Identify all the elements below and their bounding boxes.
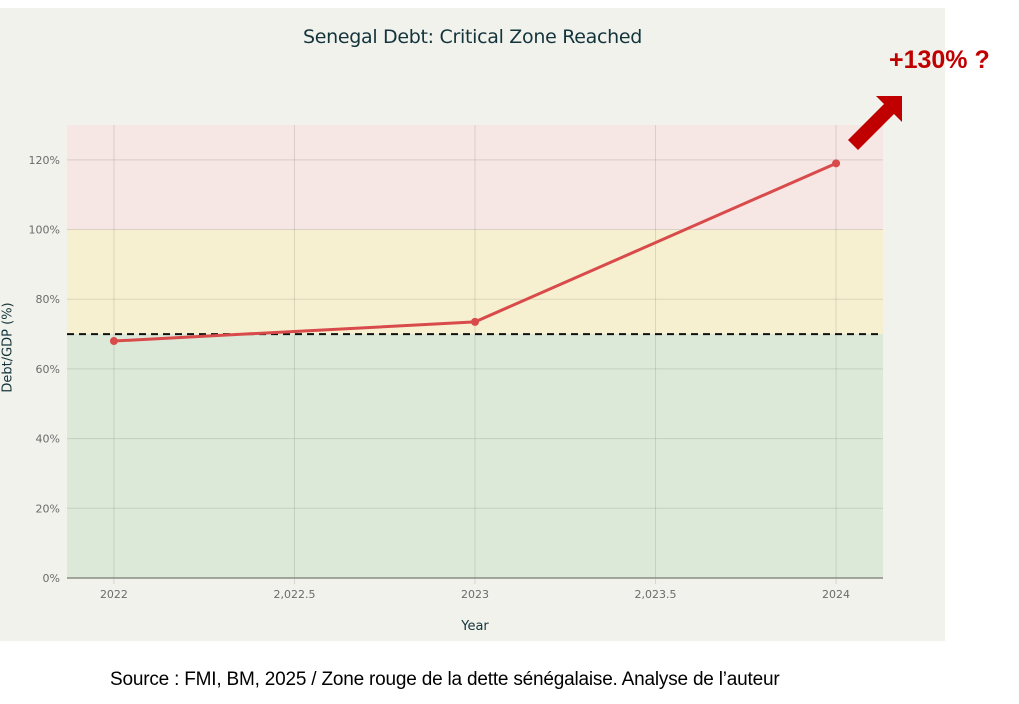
zone-bands [67,125,883,578]
arrow-up-right-icon [848,96,902,150]
y-tick-label: 0% [43,572,60,585]
y-tick-label: 100% [29,224,60,237]
y-tick-label: 80% [36,293,60,306]
data-points [109,159,841,346]
data-point [832,159,841,168]
y-tick-label: 120% [29,154,60,167]
data-point [471,317,479,326]
x-tick-label: 2023 [461,588,489,601]
y-tick-label: 20% [36,502,60,515]
x-tick-label: 2,022.5 [273,588,315,601]
zone-warning [67,229,883,335]
y-axis-label: Debt/GDP (%) [0,302,16,393]
x-tick-label: 2024 [822,588,850,601]
y-tick-labels: 0% 20% 40% 60% 80% 100% 120% [29,154,60,585]
data-point [109,337,118,346]
source-caption: Source : FMI, BM, 2025 / Zone rouge de l… [110,669,780,690]
x-tick-label: 2,023.5 [635,588,677,601]
projection-annotation: +130% ? [889,46,990,74]
gridlines [67,125,883,584]
y-tick-label: 60% [36,363,60,376]
y-tick-label: 40% [36,433,60,446]
x-axis-label: Year [461,619,489,634]
zone-safe [67,334,883,578]
zone-critical [67,125,883,230]
x-tick-label: 2022 [100,588,128,601]
chart-title: Senegal Debt: Critical Zone Reached [302,26,643,48]
x-tick-labels: 2022 2,022.5 2023 2,023.5 2024 [100,588,850,601]
